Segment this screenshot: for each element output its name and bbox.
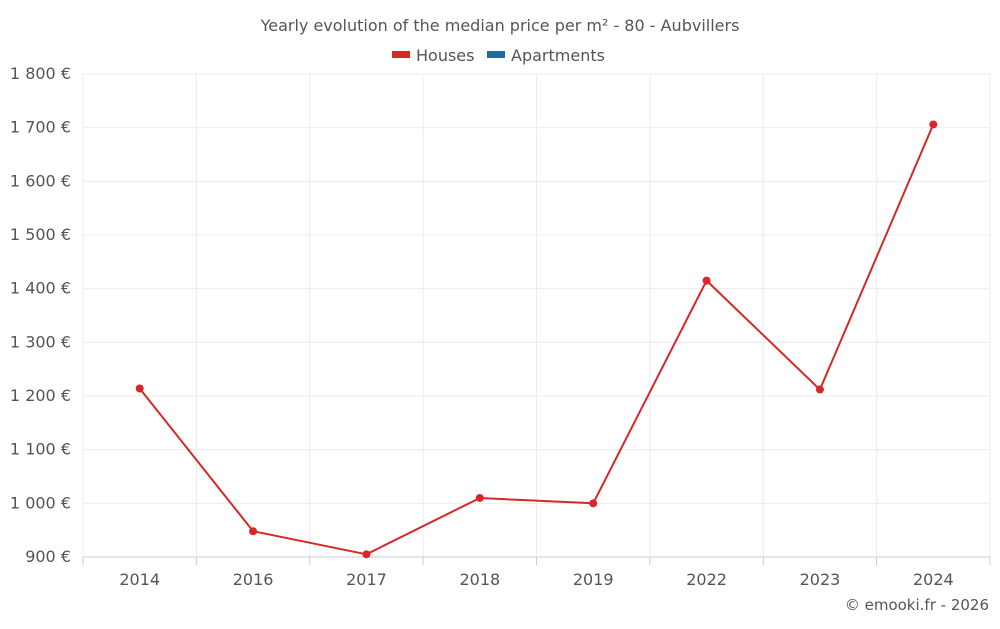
y-tick-label: 1 500 €: [10, 225, 71, 244]
x-tick-label: 2023: [800, 570, 841, 589]
data-point-houses[interactable]: [475, 493, 484, 502]
y-tick-label: 1 800 €: [10, 64, 71, 83]
legend-swatch-houses[interactable]: [392, 51, 410, 58]
y-tick-label: 1 000 €: [10, 493, 71, 512]
x-tick-label: 2014: [119, 570, 160, 589]
data-point-houses[interactable]: [249, 527, 258, 536]
y-tick-label: 900 €: [25, 547, 71, 566]
legend-label-houses[interactable]: Houses: [416, 46, 474, 65]
x-tick-label: 2022: [686, 570, 727, 589]
legend-label-apartments[interactable]: Apartments: [511, 46, 605, 65]
x-tick-label: 2024: [913, 570, 954, 589]
x-tick-label: 2016: [233, 570, 274, 589]
y-tick-label: 1 600 €: [10, 171, 71, 190]
gridlines: [82, 73, 991, 557]
series-houses: [135, 120, 938, 559]
credit-text: © emooki.fr - 2026: [845, 596, 989, 614]
x-tick-label: 2019: [573, 570, 614, 589]
legend-swatch-apartments[interactable]: [487, 51, 505, 58]
data-point-houses[interactable]: [929, 120, 938, 129]
axes: 900 € 1 000 € 1 100 € 1 200 € 1 300 € 1 400 €…: [10, 64, 991, 589]
series-line-houses: [138, 124, 935, 556]
data-point-houses[interactable]: [702, 276, 711, 285]
y-tick-label: 1 200 €: [10, 386, 71, 405]
data-point-houses[interactable]: [135, 384, 144, 393]
x-tick-label: 2017: [346, 570, 387, 589]
y-tick-label: 1 700 €: [10, 118, 71, 137]
y-tick-label: 1 400 €: [10, 279, 71, 298]
x-tick-label: 2018: [459, 570, 500, 589]
y-tick-label: 1 100 €: [10, 440, 71, 459]
legend: Houses Apartments: [392, 46, 605, 65]
data-point-houses[interactable]: [589, 499, 598, 508]
chart-title: Yearly evolution of the median price per…: [260, 16, 740, 35]
data-point-houses[interactable]: [362, 550, 371, 559]
y-tick-label: 1 300 €: [10, 332, 71, 351]
data-point-houses[interactable]: [815, 385, 824, 394]
